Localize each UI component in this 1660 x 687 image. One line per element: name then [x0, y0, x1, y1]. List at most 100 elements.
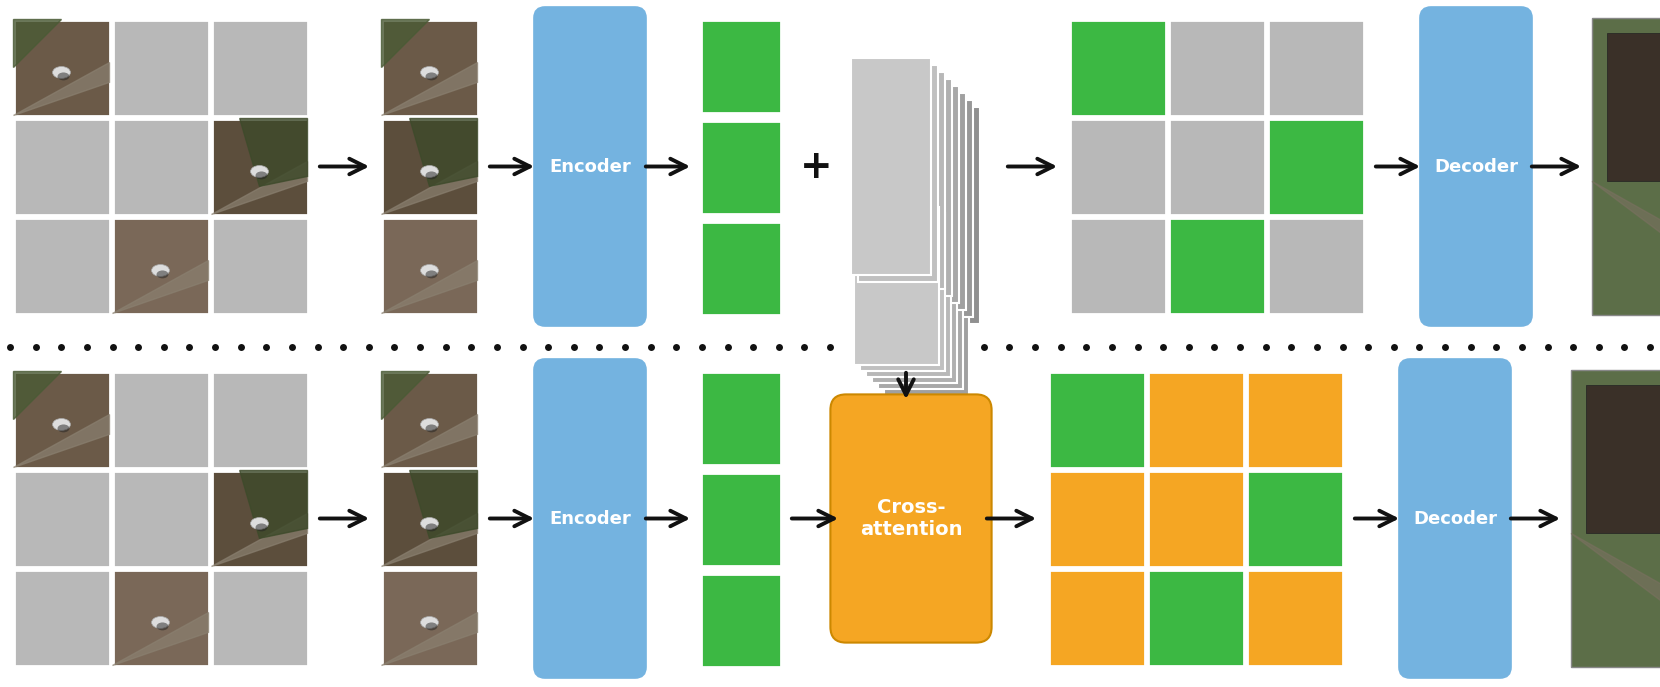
- Text: Cross-
attention: Cross- attention: [860, 498, 963, 539]
- Ellipse shape: [151, 264, 169, 276]
- FancyBboxPatch shape: [211, 218, 307, 313]
- FancyBboxPatch shape: [1268, 19, 1363, 115]
- FancyBboxPatch shape: [701, 121, 780, 214]
- FancyBboxPatch shape: [211, 570, 307, 666]
- Ellipse shape: [53, 67, 70, 78]
- Polygon shape: [113, 260, 209, 313]
- Polygon shape: [382, 260, 478, 313]
- FancyBboxPatch shape: [382, 570, 478, 666]
- Ellipse shape: [425, 72, 438, 80]
- FancyBboxPatch shape: [13, 118, 110, 214]
- FancyBboxPatch shape: [878, 231, 963, 389]
- FancyBboxPatch shape: [872, 225, 956, 383]
- Polygon shape: [410, 471, 478, 539]
- FancyBboxPatch shape: [1421, 7, 1532, 326]
- FancyBboxPatch shape: [211, 19, 307, 115]
- FancyBboxPatch shape: [860, 213, 945, 371]
- FancyBboxPatch shape: [865, 72, 945, 289]
- Ellipse shape: [425, 172, 438, 179]
- Polygon shape: [1570, 533, 1660, 667]
- Ellipse shape: [58, 72, 70, 80]
- FancyBboxPatch shape: [1592, 18, 1660, 315]
- Text: Encoder: Encoder: [549, 510, 631, 528]
- Polygon shape: [382, 161, 478, 214]
- FancyBboxPatch shape: [1268, 118, 1363, 214]
- FancyBboxPatch shape: [13, 570, 110, 666]
- FancyBboxPatch shape: [701, 222, 780, 315]
- FancyBboxPatch shape: [113, 19, 209, 115]
- FancyBboxPatch shape: [382, 118, 478, 214]
- Polygon shape: [1592, 181, 1660, 315]
- Ellipse shape: [425, 425, 438, 432]
- FancyBboxPatch shape: [1069, 19, 1165, 115]
- FancyBboxPatch shape: [13, 218, 110, 313]
- FancyBboxPatch shape: [382, 471, 478, 567]
- Ellipse shape: [58, 425, 70, 432]
- Ellipse shape: [256, 523, 267, 531]
- Ellipse shape: [156, 271, 168, 278]
- Ellipse shape: [251, 517, 269, 530]
- FancyBboxPatch shape: [1147, 570, 1243, 666]
- FancyBboxPatch shape: [1069, 118, 1165, 214]
- FancyBboxPatch shape: [872, 79, 951, 296]
- FancyBboxPatch shape: [13, 372, 110, 467]
- Text: Decoder: Decoder: [1413, 510, 1497, 528]
- Polygon shape: [382, 63, 478, 115]
- FancyBboxPatch shape: [893, 100, 973, 317]
- FancyBboxPatch shape: [13, 471, 110, 567]
- Ellipse shape: [420, 166, 438, 177]
- Polygon shape: [13, 414, 110, 467]
- FancyBboxPatch shape: [1247, 372, 1343, 467]
- Ellipse shape: [251, 166, 269, 177]
- FancyBboxPatch shape: [535, 359, 646, 678]
- FancyBboxPatch shape: [1607, 33, 1660, 181]
- FancyBboxPatch shape: [1570, 370, 1660, 667]
- Ellipse shape: [420, 264, 438, 276]
- FancyBboxPatch shape: [1169, 118, 1265, 214]
- FancyBboxPatch shape: [211, 372, 307, 467]
- FancyBboxPatch shape: [1169, 218, 1265, 313]
- Ellipse shape: [420, 67, 438, 78]
- Ellipse shape: [151, 616, 169, 629]
- FancyBboxPatch shape: [13, 19, 110, 115]
- Polygon shape: [239, 118, 307, 186]
- Text: +: +: [800, 148, 832, 185]
- FancyBboxPatch shape: [1049, 372, 1144, 467]
- FancyBboxPatch shape: [701, 574, 780, 667]
- FancyBboxPatch shape: [852, 58, 931, 275]
- Ellipse shape: [425, 271, 438, 278]
- FancyBboxPatch shape: [1049, 471, 1144, 567]
- FancyBboxPatch shape: [886, 93, 966, 310]
- Polygon shape: [211, 514, 307, 567]
- FancyBboxPatch shape: [1147, 372, 1243, 467]
- Ellipse shape: [420, 517, 438, 530]
- Polygon shape: [382, 613, 478, 666]
- FancyBboxPatch shape: [1069, 218, 1165, 313]
- FancyBboxPatch shape: [382, 19, 478, 115]
- Polygon shape: [13, 19, 61, 67]
- FancyBboxPatch shape: [853, 207, 938, 365]
- FancyBboxPatch shape: [1247, 570, 1343, 666]
- Polygon shape: [13, 372, 61, 420]
- FancyBboxPatch shape: [382, 372, 478, 467]
- Ellipse shape: [425, 523, 438, 531]
- FancyBboxPatch shape: [1585, 385, 1660, 533]
- FancyBboxPatch shape: [701, 473, 780, 566]
- FancyBboxPatch shape: [1049, 570, 1144, 666]
- FancyBboxPatch shape: [830, 394, 991, 642]
- FancyBboxPatch shape: [900, 107, 979, 324]
- FancyBboxPatch shape: [1399, 359, 1511, 678]
- FancyBboxPatch shape: [880, 86, 959, 303]
- FancyBboxPatch shape: [113, 471, 209, 567]
- Ellipse shape: [420, 616, 438, 629]
- Ellipse shape: [420, 418, 438, 430]
- Text: Decoder: Decoder: [1434, 157, 1517, 175]
- Polygon shape: [382, 19, 430, 67]
- FancyBboxPatch shape: [382, 218, 478, 313]
- FancyBboxPatch shape: [865, 219, 951, 377]
- Polygon shape: [211, 161, 307, 214]
- Ellipse shape: [53, 418, 70, 430]
- FancyBboxPatch shape: [701, 372, 780, 465]
- FancyBboxPatch shape: [113, 570, 209, 666]
- FancyBboxPatch shape: [883, 237, 968, 395]
